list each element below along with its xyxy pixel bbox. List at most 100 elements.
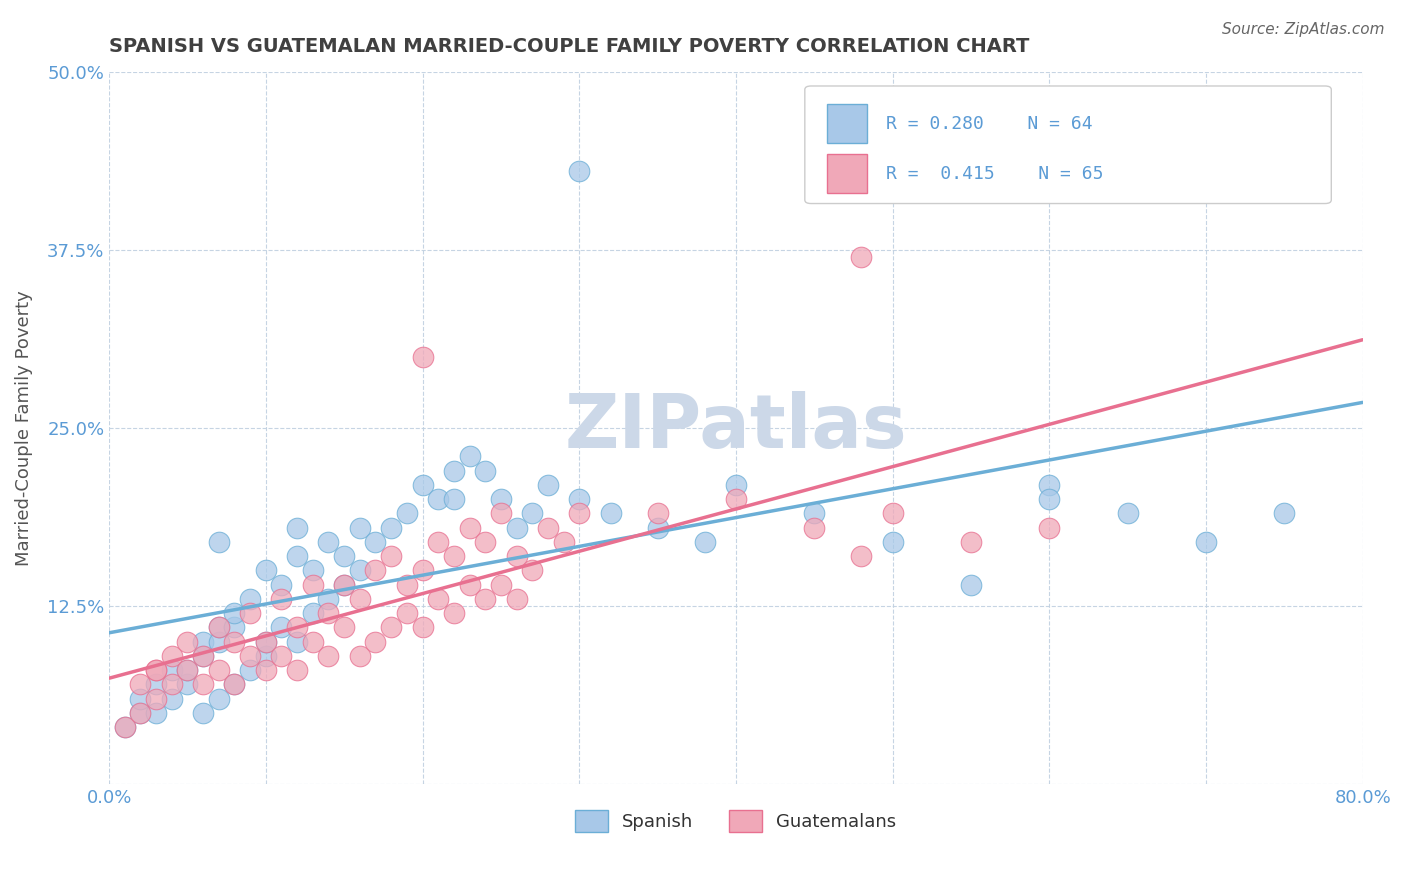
Point [114, 720, 136, 734]
Point [318, 606, 340, 620]
Point [851, 549, 873, 563]
Point [505, 591, 527, 606]
Point [474, 591, 496, 606]
Point [474, 534, 496, 549]
Point [458, 521, 481, 535]
Point [224, 620, 246, 634]
Point [191, 648, 214, 663]
FancyBboxPatch shape [827, 104, 868, 144]
Text: R = 0.280    N = 64: R = 0.280 N = 64 [886, 115, 1092, 133]
Point [443, 464, 465, 478]
Point [458, 450, 481, 464]
Y-axis label: Married-Couple Family Poverty: Married-Couple Family Poverty [15, 290, 32, 566]
Point [129, 706, 152, 720]
Point [960, 534, 983, 549]
Point [724, 492, 747, 507]
Point [301, 577, 323, 591]
Point [176, 677, 198, 691]
Point [1116, 507, 1139, 521]
Point [647, 521, 669, 535]
Point [301, 606, 323, 620]
Point [191, 677, 214, 691]
Point [458, 577, 481, 591]
Point [553, 534, 575, 549]
Point [129, 677, 152, 691]
Point [882, 507, 904, 521]
Point [129, 706, 152, 720]
Point [349, 521, 371, 535]
Point [208, 691, 231, 706]
Point [395, 577, 418, 591]
Point [693, 534, 716, 549]
FancyBboxPatch shape [804, 86, 1331, 203]
Point [1038, 521, 1060, 535]
Point [395, 507, 418, 521]
Point [176, 663, 198, 677]
Point [301, 563, 323, 577]
Point [160, 677, 183, 691]
Point [647, 507, 669, 521]
Point [224, 634, 246, 648]
Text: Source: ZipAtlas.com: Source: ZipAtlas.com [1222, 22, 1385, 37]
Point [474, 464, 496, 478]
Point [411, 478, 433, 492]
Point [395, 606, 418, 620]
Point [270, 620, 292, 634]
Point [318, 591, 340, 606]
Point [145, 663, 167, 677]
Point [208, 663, 231, 677]
FancyBboxPatch shape [827, 154, 868, 194]
Point [224, 606, 246, 620]
Point [208, 534, 231, 549]
Point [724, 478, 747, 492]
Point [224, 677, 246, 691]
Point [285, 620, 308, 634]
Point [285, 634, 308, 648]
Point [489, 577, 512, 591]
Point [254, 634, 277, 648]
Point [333, 577, 356, 591]
Point [364, 563, 387, 577]
Point [145, 663, 167, 677]
Point [443, 492, 465, 507]
Point [411, 563, 433, 577]
Point [411, 350, 433, 364]
Point [599, 507, 621, 521]
Point [114, 720, 136, 734]
Point [176, 663, 198, 677]
Point [803, 507, 825, 521]
Point [380, 620, 402, 634]
Point [285, 521, 308, 535]
Point [270, 591, 292, 606]
Point [380, 549, 402, 563]
Point [191, 648, 214, 663]
Point [191, 706, 214, 720]
Point [364, 634, 387, 648]
Point [443, 549, 465, 563]
Point [145, 677, 167, 691]
Point [537, 478, 560, 492]
Point [285, 549, 308, 563]
Point [489, 492, 512, 507]
Point [301, 634, 323, 648]
Legend: Spanish, Guatemalans: Spanish, Guatemalans [568, 803, 904, 839]
Point [270, 648, 292, 663]
Point [333, 620, 356, 634]
Point [349, 563, 371, 577]
Text: SPANISH VS GUATEMALAN MARRIED-COUPLE FAMILY POVERTY CORRELATION CHART: SPANISH VS GUATEMALAN MARRIED-COUPLE FAM… [110, 37, 1029, 56]
Point [1195, 534, 1218, 549]
Point [349, 648, 371, 663]
Point [568, 164, 591, 178]
Point [380, 521, 402, 535]
Point [239, 648, 262, 663]
Point [208, 620, 231, 634]
Point [254, 634, 277, 648]
Point [1038, 492, 1060, 507]
Point [224, 677, 246, 691]
Point [208, 620, 231, 634]
Point [522, 563, 544, 577]
Text: R =  0.415    N = 65: R = 0.415 N = 65 [886, 165, 1104, 183]
Point [1038, 478, 1060, 492]
Point [427, 534, 450, 549]
Point [568, 507, 591, 521]
